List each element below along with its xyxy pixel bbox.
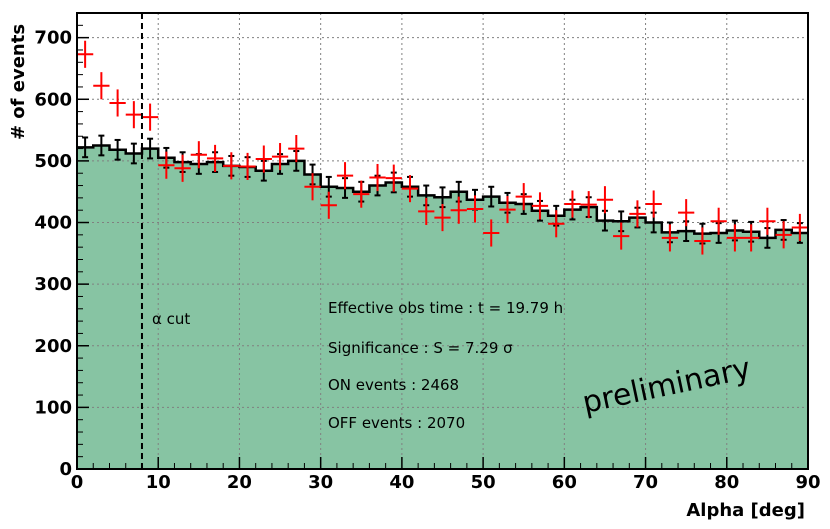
x-tick-label: 20 — [227, 472, 252, 493]
off-error-bar — [98, 134, 105, 157]
off-error-bar — [114, 138, 121, 161]
on-data-point — [190, 141, 207, 169]
on-data-point — [645, 190, 662, 218]
annotation-significance: Significance : S = 7.29 σ — [328, 339, 513, 357]
x-tick-label: 70 — [633, 472, 658, 493]
off-fill-area — [77, 145, 808, 469]
on-series — [77, 40, 808, 255]
x-tick-label: 40 — [389, 472, 414, 493]
on-data-point — [661, 224, 679, 252]
on-data-point — [288, 135, 305, 163]
on-data-point — [726, 224, 744, 252]
y-axis-title: # of events — [8, 24, 29, 140]
on-data-point — [109, 89, 126, 117]
on-data-point — [629, 200, 646, 228]
on-data-point — [239, 152, 256, 180]
y-tick-label: 700 — [34, 28, 72, 49]
on-data-point — [158, 151, 175, 179]
annotation-box: Effective obs time : t = 19.79 h Signifi… — [328, 299, 563, 432]
on-data-point — [385, 164, 402, 192]
on-data-point — [743, 224, 760, 252]
x-axis-title: Alpha [deg] — [686, 500, 805, 521]
on-data-point — [320, 191, 337, 219]
on-data-point — [548, 210, 565, 238]
annotation-on-events: ON events : 2468 — [328, 376, 459, 394]
on-data-point — [401, 175, 419, 203]
on-data-point — [206, 144, 224, 172]
on-data-point — [304, 173, 321, 201]
on-data-point — [141, 103, 159, 131]
on-data-point — [336, 162, 354, 190]
y-tick-label: 400 — [34, 213, 72, 234]
on-data-point — [775, 221, 792, 249]
x-tick-label: 30 — [308, 472, 333, 493]
off-error-bar — [147, 137, 154, 160]
off-error-bar — [82, 136, 89, 159]
on-data-point — [353, 180, 370, 208]
on-data-point — [434, 204, 451, 232]
alpha-cut: α cut — [140, 13, 190, 469]
off-error-bar — [488, 185, 495, 208]
on-data-point — [596, 186, 614, 214]
on-data-point — [710, 207, 727, 235]
on-data-point — [271, 143, 289, 171]
x-tick-label: 80 — [714, 472, 739, 493]
on-data-point — [125, 101, 142, 129]
on-data-point — [174, 154, 191, 182]
axes: 0 10 20 30 40 50 60 70 80 90 0 100 200 300 400 500 600 70… — [34, 12, 821, 493]
x-tick-label: 0 — [71, 472, 84, 493]
on-data-point — [694, 227, 711, 255]
y-tick-label: 100 — [34, 397, 72, 418]
on-data-point — [759, 207, 776, 235]
on-data-point — [613, 222, 630, 250]
off-histogram-fill — [77, 145, 808, 469]
on-data-point — [515, 183, 532, 211]
x-tick-label: 60 — [552, 472, 577, 493]
on-data-point — [223, 152, 240, 180]
y-tick-label: 600 — [34, 89, 72, 110]
x-tick-label: 90 — [795, 472, 820, 493]
on-data-point — [678, 199, 695, 227]
on-data-point — [450, 196, 467, 224]
on-data-point — [483, 219, 500, 247]
alpha-cut-label: α cut — [152, 310, 190, 328]
annotation-off-events: OFF events : 2070 — [328, 414, 465, 432]
plot-frame — [76, 12, 809, 470]
on-data-point — [369, 163, 386, 192]
off-error-bar — [130, 142, 137, 165]
x-tick-label: 50 — [471, 472, 496, 493]
on-data-point — [531, 192, 549, 220]
on-data-point — [93, 72, 110, 100]
y-tick-label: 0 — [59, 459, 72, 480]
y-tick-label: 500 — [34, 151, 72, 172]
y-tick-label: 300 — [34, 274, 72, 295]
on-data-point — [418, 197, 435, 225]
on-data-point — [499, 196, 516, 224]
annotation-obs-time: Effective obs time : t = 19.79 h — [328, 299, 563, 317]
on-data-point — [77, 40, 94, 68]
on-data-point — [255, 145, 272, 173]
on-data-point — [466, 195, 484, 223]
on-data-point — [564, 190, 581, 218]
y-tick-label: 200 — [34, 336, 72, 357]
on-data-point — [580, 191, 597, 219]
x-tick-label: 10 — [146, 472, 171, 493]
on-data-point — [791, 213, 808, 241]
